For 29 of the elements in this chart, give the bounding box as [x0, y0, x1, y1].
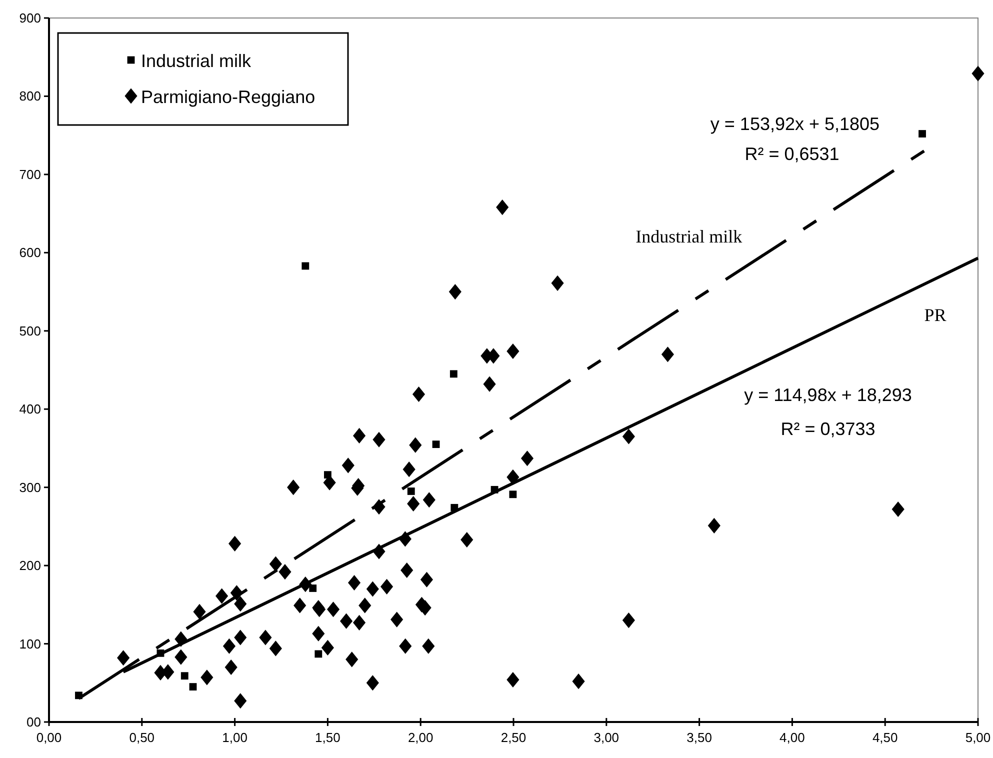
- x-tick-label: 1,50: [315, 730, 340, 745]
- x-tick-label: 4,00: [780, 730, 805, 745]
- y-tick-label: 600: [19, 245, 41, 260]
- x-tick-label: 0,50: [129, 730, 155, 745]
- x-tick-label: 0,00: [36, 730, 62, 745]
- series-label: Industrial milk: [636, 226, 742, 247]
- annotation: y = 114,98x + 18,293: [744, 385, 912, 405]
- x-tick-label: 2,00: [408, 730, 434, 745]
- y-tick-label: 300: [19, 480, 41, 495]
- y-tick-label: 400: [19, 402, 41, 417]
- x-tick-label: 2,50: [500, 730, 526, 745]
- x-tick-label: 1,00: [222, 730, 248, 745]
- y-tick-label: 00: [26, 714, 41, 730]
- annotation: R² = 0,3733: [780, 419, 876, 439]
- annotation: R² = 0,6531: [744, 144, 840, 164]
- y-tick-label: 900: [19, 10, 41, 26]
- series-label: PR: [924, 304, 946, 325]
- y-tick-label: 100: [19, 636, 41, 652]
- y-tick-label: 200: [19, 558, 41, 574]
- legend-label: Parmigiano-Reggiano: [141, 87, 316, 107]
- legend-label: Industrial milk: [141, 51, 252, 71]
- y-tick-label: 700: [19, 166, 41, 182]
- x-tick-label: 3,00: [594, 730, 620, 745]
- y-tick-label: 500: [19, 323, 41, 338]
- x-tick-label: 3,50: [686, 730, 712, 745]
- x-tick-label: 4,50: [872, 730, 898, 745]
- annotation: y = 153,92x + 5,1805: [710, 114, 880, 134]
- y-tick-label: 800: [19, 88, 41, 104]
- x-tick-label: 5,00: [965, 730, 991, 745]
